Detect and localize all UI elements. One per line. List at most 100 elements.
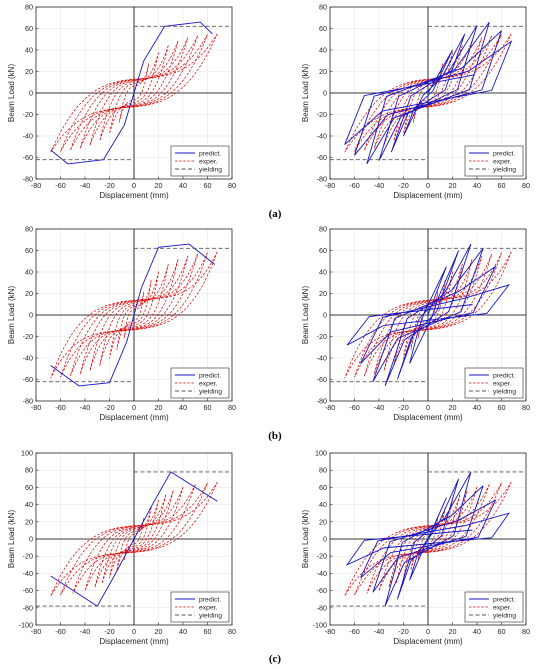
caption-b: (b): [268, 430, 282, 442]
exper-loop: [99, 263, 169, 367]
y-tick-label: 80: [319, 3, 327, 12]
x-tick-label: -80: [325, 627, 335, 636]
chart-3: -80 -60 -40 -20 0 20 40 60 80 -80 -60 -40 -20 0 20 40 60…: [7, 225, 236, 423]
y-axis-label: Beam Load (kN): [301, 510, 310, 569]
x-tick-label: 60: [204, 403, 212, 412]
exper-loop: [116, 507, 152, 571]
legend-label: exper.: [199, 604, 218, 611]
y-tick-label: 20: [319, 67, 327, 76]
exper-loop: [383, 258, 473, 372]
x-tick-label: -40: [80, 403, 90, 412]
y-tick-label: 60: [319, 246, 327, 255]
exper-loop: [99, 45, 169, 141]
predict-line: [50, 21, 213, 165]
x-tick-label: 80: [228, 627, 236, 636]
x-axis-label: Displacement (mm): [393, 191, 463, 200]
y-tick-label: -40: [317, 132, 327, 141]
x-tick-label: -20: [398, 627, 408, 636]
x-tick-label: -80: [325, 181, 335, 190]
y-axis-label: Beam Load (kN): [7, 286, 16, 345]
y-tick-label: 80: [25, 466, 33, 475]
y-tick-label: 80: [319, 225, 327, 234]
legend-label: exper.: [493, 604, 512, 611]
x-tick-label: -80: [325, 403, 335, 412]
x-axis-label: Displacement (mm): [393, 637, 463, 646]
x-tick-label: -40: [374, 627, 384, 636]
x-axis-label: Displacement (mm): [393, 413, 463, 422]
exper-loop: [344, 481, 512, 597]
exper-loop: [89, 258, 179, 372]
y-tick-label: -40: [23, 569, 33, 578]
exper-loop: [109, 271, 159, 359]
x-tick-label: -80: [31, 403, 41, 412]
legend-label: predict.: [493, 372, 515, 379]
legend-label: predict.: [199, 596, 221, 603]
y-tick-label: 40: [319, 46, 327, 55]
y-tick-label: -80: [23, 397, 33, 406]
y-tick-label: 20: [319, 517, 327, 526]
x-tick-label: 20: [449, 627, 457, 636]
y-tick-label: 20: [25, 517, 33, 526]
x-tick-label: -20: [104, 181, 114, 190]
exper-loop: [373, 255, 483, 375]
y-tick-label: -20: [23, 552, 33, 561]
y-tick-label: 40: [25, 500, 33, 509]
x-tick-label: -60: [55, 181, 65, 190]
x-tick-label: -20: [104, 627, 114, 636]
exper-loop: [79, 37, 189, 149]
x-tick-label: 40: [179, 627, 187, 636]
x-tick-label: 60: [204, 181, 212, 190]
chart-1: -80 -60 -40 -20 0 20 40 60 80 -80 -60 -40 -20 0 20 40 60…: [7, 3, 236, 201]
x-tick-label: 0: [132, 627, 136, 636]
x-tick-label: 40: [473, 627, 481, 636]
y-tick-label: 40: [319, 500, 327, 509]
x-tick-label: 20: [155, 181, 163, 190]
x-tick-label: 80: [228, 181, 236, 190]
x-tick-label: 40: [473, 181, 481, 190]
y-tick-label: -20: [317, 332, 327, 341]
y-tick-label: -80: [317, 175, 327, 184]
predict-line: [345, 471, 510, 607]
legend-label: predict.: [199, 372, 221, 379]
y-axis-label: Beam Load (kN): [301, 286, 310, 345]
x-tick-label: -20: [104, 403, 114, 412]
x-tick-label: 60: [498, 403, 506, 412]
x-tick-label: -60: [349, 627, 359, 636]
x-tick-label: 0: [132, 181, 136, 190]
x-tick-label: 80: [522, 181, 530, 190]
y-tick-label: -40: [317, 354, 327, 363]
exper-loop: [344, 251, 512, 379]
legend-label: exper.: [493, 158, 512, 165]
x-tick-label: -40: [374, 181, 384, 190]
x-tick-label: 0: [426, 627, 430, 636]
y-tick-label: -100: [313, 621, 327, 630]
exper-loop: [69, 253, 199, 377]
x-tick-label: -40: [80, 627, 90, 636]
x-axis-label: Displacement (mm): [99, 191, 169, 200]
predict-line: [50, 243, 216, 387]
y-tick-label: -60: [317, 153, 327, 162]
exper-loop: [344, 33, 512, 153]
y-axis-label: Beam Load (kN): [7, 64, 16, 123]
y-tick-label: 20: [25, 289, 33, 298]
x-tick-label: -60: [55, 403, 65, 412]
y-tick-label: 100: [315, 449, 327, 458]
y-tick-label: 0: [29, 535, 33, 544]
plot-area: [36, 243, 232, 387]
y-axis-label: Beam Load (kN): [7, 510, 16, 569]
y-tick-label: -20: [317, 552, 327, 561]
x-tick-label: 60: [204, 627, 212, 636]
exper-loop: [101, 494, 167, 584]
y-tick-label: 40: [319, 268, 327, 277]
y-tick-label: 40: [25, 268, 33, 277]
plot-area: [330, 471, 526, 607]
x-tick-label: 40: [179, 181, 187, 190]
predict-line: [346, 243, 511, 387]
y-tick-label: 40: [25, 46, 33, 55]
exper-loop: [412, 63, 444, 123]
x-tick-label: -60: [55, 627, 65, 636]
chart-5: -80 -60 -40 -20 0 20 40 60 80-100-80-60-40-20020…: [7, 449, 236, 647]
y-tick-label: 0: [323, 535, 327, 544]
y-tick-label: 80: [25, 225, 33, 234]
y-tick-label: 0: [323, 311, 327, 320]
